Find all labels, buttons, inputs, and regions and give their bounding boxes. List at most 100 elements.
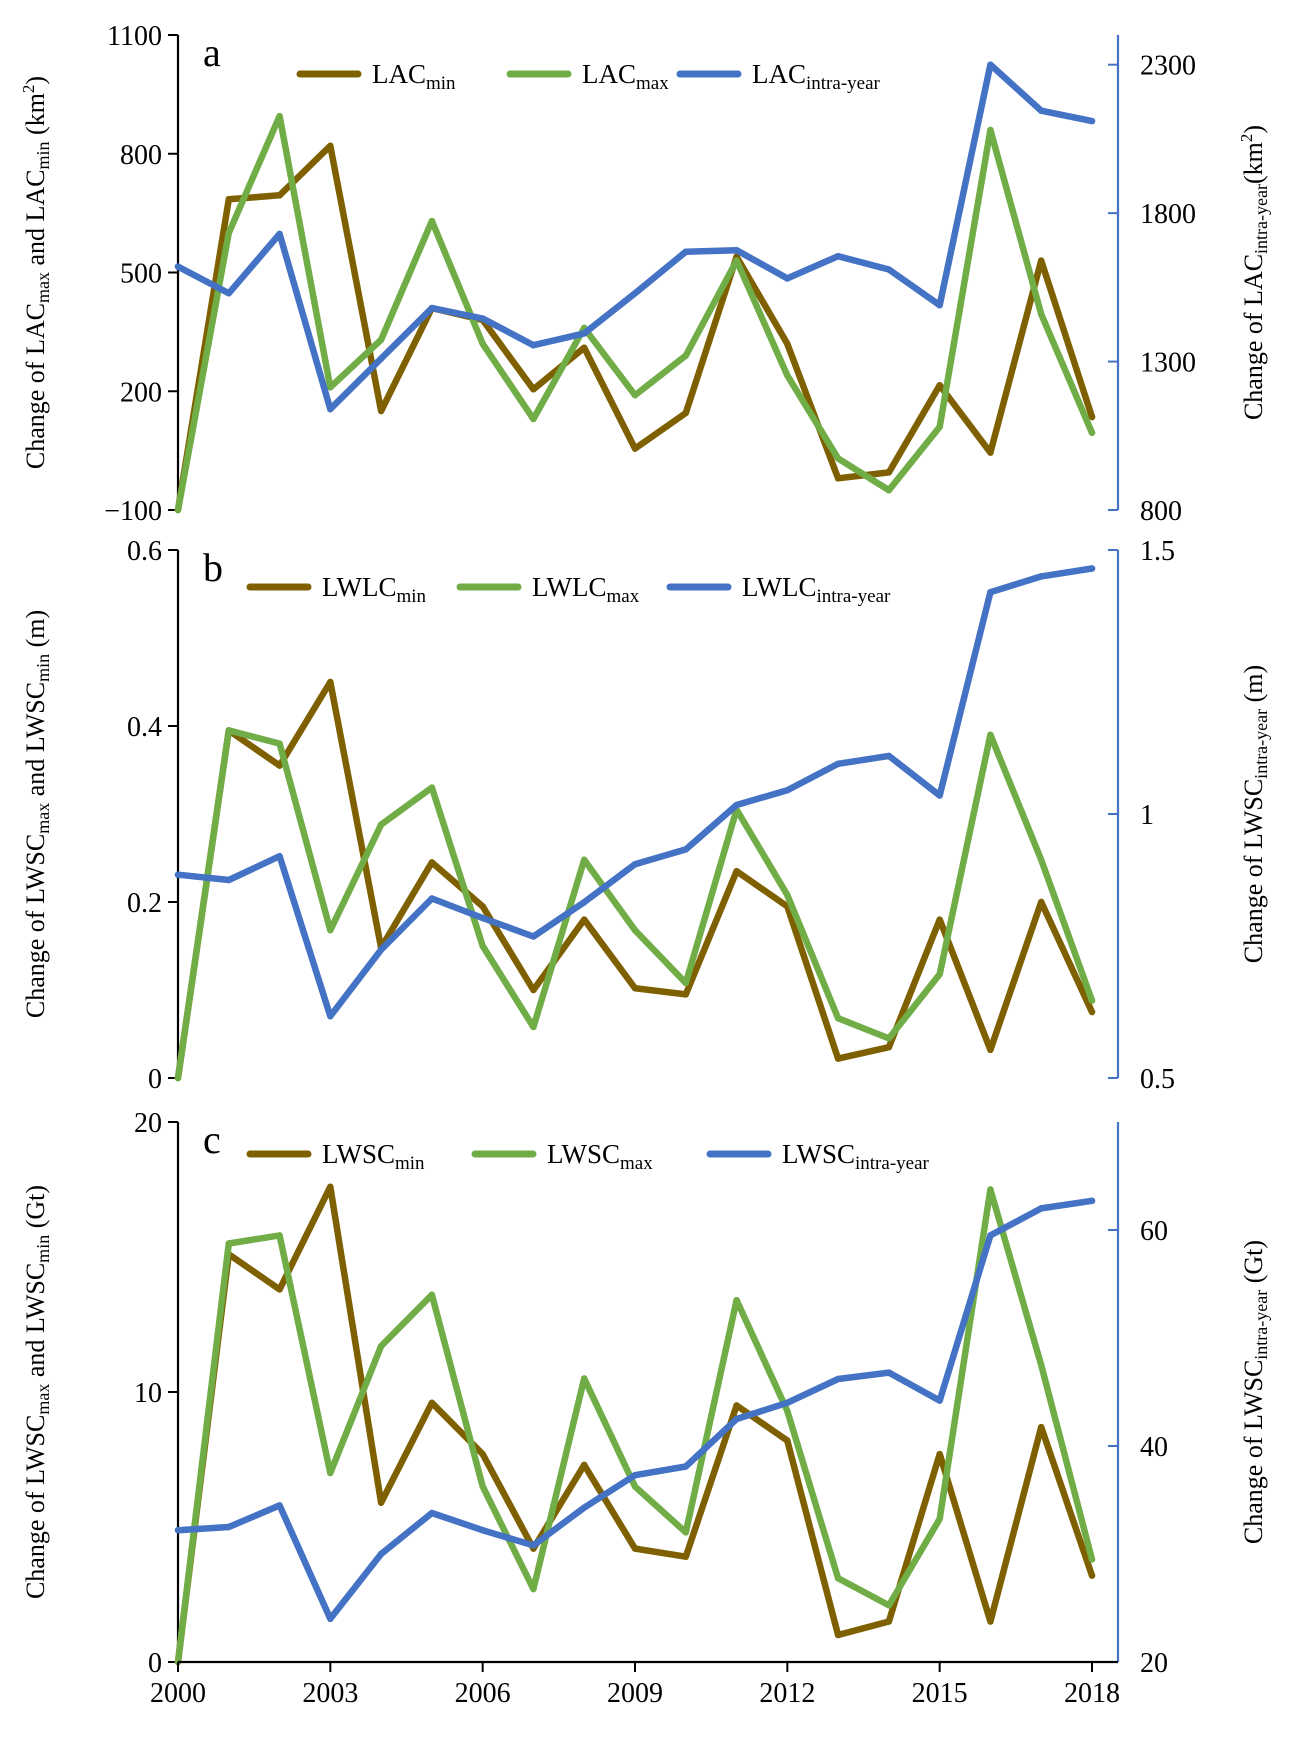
data-point-intra (377, 355, 385, 362)
panel-a: −100 200 500 800 1100 800 1300 1800 2300 Change o… (19, 21, 1271, 527)
data-point-max (936, 423, 943, 431)
data-point-max (834, 1014, 842, 1022)
data-point-max (377, 336, 385, 343)
data-point-min (987, 1618, 994, 1625)
data-point-max (834, 1575, 842, 1582)
data-point-intra (276, 853, 283, 860)
data-point-max (1088, 997, 1096, 1004)
data-point-intra (834, 252, 842, 260)
data-point-intra (1038, 107, 1045, 114)
data-point-min (834, 1055, 842, 1062)
data-point-max (327, 1469, 334, 1477)
data-point-min (276, 762, 283, 769)
right-axis-tick-label: 1800 (1140, 199, 1196, 230)
data-point-max (987, 731, 994, 738)
data-point-min (1038, 1423, 1045, 1431)
data-point-min (428, 859, 436, 866)
data-point-max (1038, 1361, 1045, 1369)
data-point-max (428, 217, 436, 225)
data-point-intra (327, 1615, 334, 1623)
data-point-intra (225, 876, 232, 884)
series-line-intra (174, 565, 1096, 1020)
x-axis-tick-label: 2018 (1064, 1678, 1120, 1709)
data-point-intra (581, 1504, 588, 1511)
right-axis-tick-label: 20 (1140, 1648, 1168, 1679)
right-axis-tick-label: 0.5 (1140, 1064, 1175, 1095)
data-point-min (276, 192, 283, 199)
data-point-intra (428, 895, 436, 902)
x-axis-tick-label: 2009 (607, 1678, 663, 1709)
data-point-min (377, 407, 385, 415)
data-point-max (987, 1186, 994, 1193)
data-point-max (784, 1407, 791, 1415)
data-point-min (530, 986, 537, 994)
x-axis-tick-label: 2003 (302, 1678, 358, 1709)
data-point-max (987, 126, 994, 134)
panel-b: 0 0.2 0.4 0.6 0.5 1 1.5 Change of LWSCmax and L… (21, 536, 1271, 1095)
data-point-max (885, 1602, 893, 1609)
data-point-intra (174, 263, 182, 270)
data-point-max (581, 856, 588, 863)
data-point-intra (834, 760, 842, 768)
data-point-min (479, 1450, 486, 1458)
data-point-intra (530, 1542, 537, 1549)
data-point-min (225, 196, 232, 203)
right-axis-tick-label: 1 (1140, 800, 1154, 831)
data-point-min (682, 409, 689, 417)
data-point-max (276, 740, 283, 747)
data-point-intra (428, 1509, 436, 1517)
left-axis-tick-label: 0.2 (127, 888, 162, 919)
data-point-intra (327, 405, 334, 413)
data-point-intra (428, 304, 436, 312)
data-point-intra (1088, 1197, 1096, 1205)
left-axis-tick-label: 0 (148, 1648, 162, 1679)
data-point-intra (936, 792, 943, 799)
data-point-max (682, 352, 689, 359)
left-axis-tick-label: −100 (104, 496, 162, 527)
data-point-intra (784, 1399, 791, 1407)
data-point-max (327, 384, 334, 391)
data-point-max (784, 372, 791, 379)
data-point-intra (581, 898, 588, 906)
legend-label-max: LWLCmax (532, 572, 640, 607)
right-axis-label: Change of LWSCintra-year (m) (1239, 665, 1271, 963)
legend-label-max: LACmax (582, 59, 669, 94)
data-point-min (682, 1553, 689, 1560)
data-point-min (327, 678, 334, 686)
left-axis-tick-label: 800 (120, 140, 162, 171)
data-point-min (885, 469, 893, 476)
panel-letter: a (203, 30, 221, 75)
data-point-min (276, 1286, 283, 1293)
data-point-intra (631, 290, 639, 297)
left-axis-tick-label: 0.4 (127, 712, 162, 743)
data-point-intra (936, 1397, 943, 1404)
data-point-max (479, 340, 486, 347)
left-axis-tick-label: 10 (134, 1378, 162, 1409)
right-axis-tick-label: 1300 (1140, 348, 1196, 379)
left-axis-label: Change of LWSCmax and LWSCmin (Gt) (21, 1185, 53, 1599)
data-point-intra (682, 248, 689, 255)
x-axis-tick-label: 2000 (150, 1678, 206, 1709)
data-point-intra (377, 1550, 385, 1558)
data-point-min (530, 386, 537, 393)
data-point-max (174, 1074, 182, 1082)
data-point-max (631, 926, 639, 934)
data-point-intra (377, 946, 385, 953)
data-point-intra (885, 266, 893, 273)
data-point-max (1038, 310, 1045, 318)
data-point-intra (733, 1415, 740, 1423)
data-point-min (631, 1545, 639, 1552)
data-point-min (733, 1402, 740, 1409)
data-point-intra (327, 1013, 334, 1020)
data-point-intra (682, 1463, 689, 1470)
data-point-max (530, 1023, 537, 1031)
data-point-min (581, 344, 588, 351)
data-point-min (1088, 413, 1096, 421)
left-axis-label: Change of LACmax and LACmin (km2) (19, 76, 53, 469)
right-axis-tick-label: 60 (1140, 1216, 1168, 1247)
data-point-max (530, 415, 537, 423)
data-point-min (1088, 1572, 1096, 1579)
legend-label-min: LACmin (372, 59, 456, 94)
legend-label-intra: LWLCintra-year (742, 572, 891, 607)
